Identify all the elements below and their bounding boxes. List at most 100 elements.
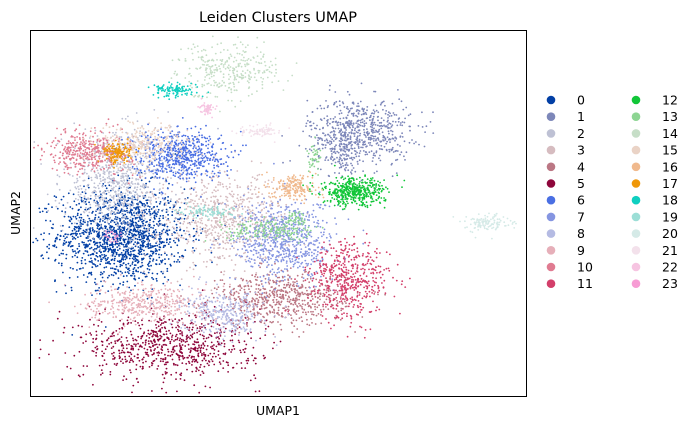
data-point <box>255 288 258 290</box>
data-point <box>224 230 226 233</box>
data-point <box>103 189 106 192</box>
data-point <box>36 239 39 242</box>
data-point <box>409 113 412 116</box>
data-point <box>187 356 189 359</box>
data-point <box>204 385 207 388</box>
data-point <box>113 357 116 360</box>
data-point <box>244 258 247 261</box>
data-point <box>116 171 119 174</box>
data-point <box>126 241 129 244</box>
data-point <box>91 260 93 262</box>
data-point <box>67 233 69 236</box>
data-point <box>74 233 77 235</box>
data-point <box>388 150 391 153</box>
data-point <box>391 102 394 105</box>
data-point <box>134 284 136 287</box>
data-point <box>99 173 101 176</box>
data-point <box>56 174 59 177</box>
data-point <box>70 286 73 289</box>
data-point <box>418 143 420 146</box>
data-point <box>129 242 132 245</box>
data-point <box>339 137 342 140</box>
data-point <box>145 182 148 185</box>
data-point <box>104 184 107 187</box>
data-point <box>354 153 357 156</box>
data-point <box>105 254 107 257</box>
data-point <box>384 104 386 107</box>
data-point <box>74 147 76 150</box>
data-point <box>103 255 106 258</box>
data-point <box>152 333 155 336</box>
data-point <box>348 131 351 134</box>
data-point <box>289 267 292 269</box>
data-point <box>69 233 72 236</box>
data-point <box>166 228 169 231</box>
data-point <box>135 178 138 181</box>
data-point <box>216 340 219 343</box>
data-point <box>211 234 213 236</box>
data-point <box>141 365 144 368</box>
data-point <box>135 339 138 342</box>
data-point <box>160 352 163 354</box>
data-point <box>84 221 86 224</box>
data-point <box>142 356 145 359</box>
data-point <box>176 232 179 235</box>
data-point <box>249 239 252 241</box>
data-point <box>180 278 183 280</box>
data-point <box>325 306 327 308</box>
data-point <box>373 110 376 113</box>
data-point <box>129 330 132 333</box>
data-point <box>306 294 309 297</box>
data-point <box>155 358 158 360</box>
data-point <box>60 198 63 201</box>
data-point <box>330 147 333 150</box>
data-point <box>95 247 98 250</box>
data-point <box>356 160 359 163</box>
data-point <box>292 319 295 322</box>
data-point <box>347 155 350 157</box>
data-point <box>127 115 129 118</box>
data-point <box>360 113 363 116</box>
data-point <box>380 122 383 124</box>
data-point <box>167 350 170 353</box>
data-point <box>118 245 121 248</box>
data-point <box>188 222 190 225</box>
data-point <box>156 213 158 216</box>
data-point <box>120 252 123 254</box>
data-point <box>337 121 340 124</box>
data-point <box>228 186 231 189</box>
data-point <box>126 174 129 177</box>
data-point <box>239 186 242 189</box>
data-point <box>168 338 170 341</box>
data-point <box>85 245 87 248</box>
data-point <box>121 172 124 175</box>
data-point <box>184 232 187 235</box>
data-point <box>113 204 116 207</box>
data-point <box>283 307 286 310</box>
data-point <box>139 134 141 137</box>
data-point <box>140 235 143 238</box>
data-point <box>167 196 170 198</box>
data-point <box>388 115 391 117</box>
data-point <box>149 219 151 222</box>
data-point <box>181 354 184 357</box>
data-point <box>90 257 92 260</box>
data-point <box>201 230 204 233</box>
data-point <box>403 121 406 124</box>
data-point <box>169 200 172 203</box>
data-point <box>162 208 165 211</box>
data-point <box>129 186 131 189</box>
data-point <box>98 287 100 289</box>
data-point <box>409 125 411 128</box>
data-point <box>124 213 127 216</box>
data-point <box>136 153 139 156</box>
data-point <box>365 136 367 138</box>
data-point <box>222 273 225 276</box>
data-point <box>222 232 224 235</box>
data-point <box>142 361 145 364</box>
data-point <box>125 172 127 175</box>
data-point <box>72 267 74 270</box>
data-point <box>55 246 58 249</box>
data-point <box>201 193 204 196</box>
data-point <box>137 228 140 231</box>
